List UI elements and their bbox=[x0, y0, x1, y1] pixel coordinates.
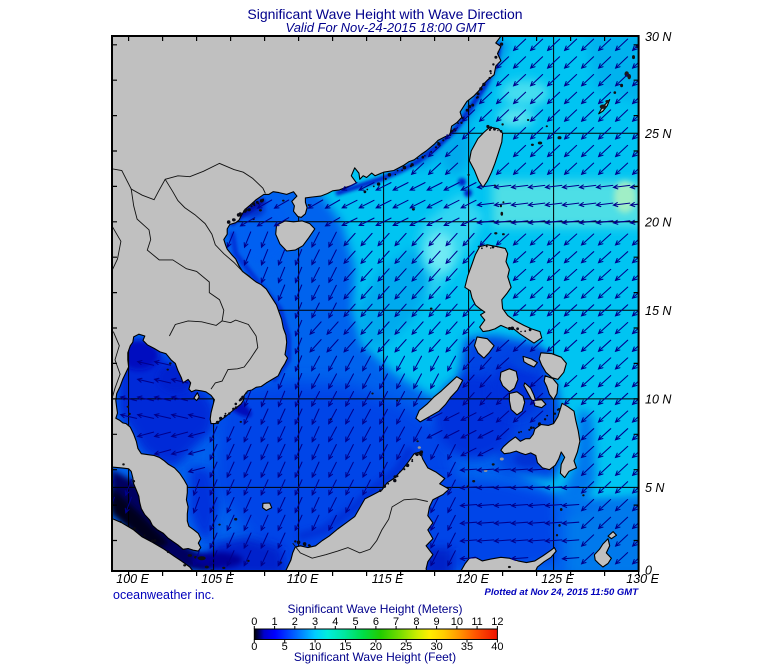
svg-text:7: 7 bbox=[393, 616, 399, 628]
svg-text:Plotted at Nov 24, 2015 11:50: Plotted at Nov 24, 2015 11:50 GMT bbox=[485, 587, 640, 598]
svg-text:0: 0 bbox=[251, 616, 257, 628]
svg-text:Significant Wave Height (Meter: Significant Wave Height (Meters) bbox=[288, 602, 463, 616]
svg-text:11: 11 bbox=[471, 616, 482, 628]
svg-text:10: 10 bbox=[309, 641, 321, 653]
svg-text:10: 10 bbox=[451, 616, 463, 628]
svg-text:120 E: 120 E bbox=[456, 572, 489, 586]
svg-text:Significant Wave Height (Feet): Significant Wave Height (Feet) bbox=[294, 650, 456, 664]
svg-text:12: 12 bbox=[491, 616, 503, 628]
svg-text:0: 0 bbox=[251, 641, 257, 653]
svg-text:oceanweather inc.: oceanweather inc. bbox=[113, 588, 214, 602]
svg-text:10 N: 10 N bbox=[645, 392, 672, 406]
svg-text:30 N: 30 N bbox=[645, 30, 672, 44]
svg-text:100 E: 100 E bbox=[116, 572, 149, 586]
svg-text:35: 35 bbox=[461, 641, 473, 653]
svg-text:Valid For Nov-24-2015 18:00 GM: Valid For Nov-24-2015 18:00 GMT bbox=[286, 20, 486, 35]
svg-text:105 E: 105 E bbox=[201, 572, 234, 586]
svg-text:20: 20 bbox=[370, 641, 382, 653]
svg-text:0: 0 bbox=[645, 564, 652, 578]
svg-text:6: 6 bbox=[373, 616, 379, 628]
svg-text:130 E: 130 E bbox=[626, 572, 659, 586]
svg-text:5: 5 bbox=[353, 616, 359, 628]
svg-text:5: 5 bbox=[282, 641, 288, 653]
svg-text:115 E: 115 E bbox=[372, 572, 404, 586]
svg-text:125 E: 125 E bbox=[541, 572, 574, 586]
svg-text:30: 30 bbox=[430, 641, 442, 653]
svg-text:4: 4 bbox=[332, 616, 338, 628]
svg-text:3: 3 bbox=[312, 616, 318, 628]
svg-text:40: 40 bbox=[491, 641, 503, 653]
svg-text:25 N: 25 N bbox=[644, 127, 672, 141]
svg-text:20 N: 20 N bbox=[644, 215, 672, 229]
svg-text:9: 9 bbox=[434, 616, 440, 628]
svg-text:2: 2 bbox=[292, 616, 298, 628]
svg-text:25: 25 bbox=[400, 641, 412, 653]
svg-text:5 N: 5 N bbox=[645, 481, 665, 495]
svg-text:1: 1 bbox=[272, 616, 278, 628]
svg-text:8: 8 bbox=[413, 616, 419, 628]
svg-text:15 N: 15 N bbox=[645, 304, 672, 318]
svg-text:110 E: 110 E bbox=[287, 572, 319, 586]
svg-text:15: 15 bbox=[339, 641, 351, 653]
svg-text:Significant Wave Height with W: Significant Wave Height with Wave Direct… bbox=[247, 6, 522, 22]
